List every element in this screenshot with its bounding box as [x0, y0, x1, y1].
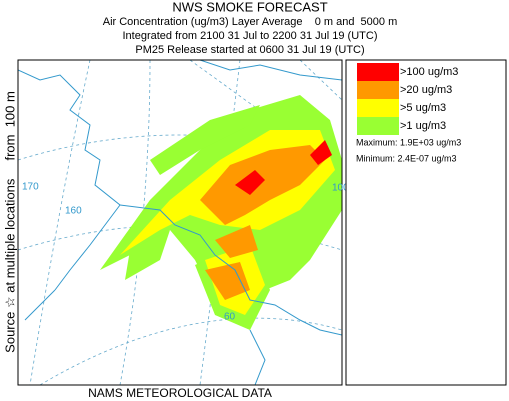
- title: NWS SMOKE FORECAST: [172, 0, 327, 14]
- subtitle: Air Concentration (ug/m3) Layer Average …: [103, 16, 398, 28]
- legend-swatch: [357, 81, 399, 99]
- maximum: Maximum: 1.9E+03 ug/m3: [356, 137, 461, 147]
- legend-label: >100 ug/m3: [400, 66, 458, 78]
- legend-swatch: [357, 99, 399, 117]
- legend-swatch: [357, 117, 399, 135]
- grid-label: 170: [22, 182, 39, 193]
- legend-label: >5 ug/m3: [400, 102, 446, 114]
- smoke-contours: [100, 95, 342, 330]
- minimum: Minimum: 2.4E-07 ug/m3: [356, 153, 457, 163]
- subtitle: PM25 Release started at 0600 31 Jul 19 (…: [135, 44, 364, 56]
- subtitle: Integrated from 2100 31 Jul to 2200 31 J…: [123, 30, 378, 42]
- side-label: Source ☆ at multiple locations from 100 …: [2, 91, 17, 353]
- grid-label: 100: [332, 183, 349, 194]
- legend-swatch: [357, 63, 399, 81]
- legend: Maximum: 1.9E+03 ug/m3 Minimum: 2.4E-07 …: [345, 59, 507, 386]
- footer: NAMS METEOROLOGICAL DATA: [88, 386, 272, 400]
- grid-label: 160: [65, 206, 82, 217]
- coastline: [18, 60, 342, 385]
- map: 170 160 100 60: [17, 59, 349, 386]
- legend-label: >1 ug/m3: [400, 120, 446, 132]
- grid-label: 60: [224, 312, 236, 323]
- legend-label: >20 ug/m3: [400, 84, 452, 96]
- map-frame: [17, 59, 343, 386]
